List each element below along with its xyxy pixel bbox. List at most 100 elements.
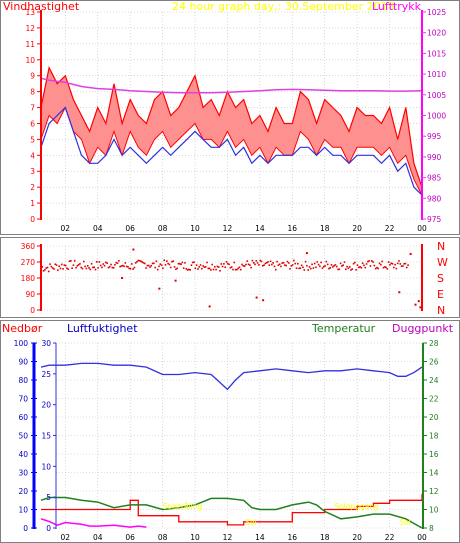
direction-point [133,266,136,269]
direction-point [50,265,53,268]
direction-point [364,266,367,269]
direction-point [172,260,175,262]
wind-tick-label: 4 [30,151,35,160]
direction-point [233,261,236,264]
direction-point [217,266,220,268]
top-x-tick-label: 00 [417,224,427,233]
bottom-x-tick-label: 02 [61,533,71,542]
direction-point [215,268,217,271]
direction-point [54,263,57,266]
direction-point [151,262,154,265]
direction-point [287,262,290,264]
humidity-tick-label: 10 [18,506,28,515]
direction-point [67,268,70,271]
direction-point [119,265,121,268]
direction-point [44,268,46,271]
direction-point [247,263,250,266]
direction-point [71,267,73,269]
direction-point [325,260,328,263]
direction-point [357,266,360,269]
pressure-tick-label: 1000 [427,112,446,121]
direction-point [326,263,329,266]
direction-outlier [419,306,422,309]
rain-tick-label: 25 [41,370,51,379]
direction-point [302,266,304,269]
direction-point [132,268,134,270]
direction-point [276,260,278,263]
direction-point [282,261,285,264]
direction-point [123,265,125,268]
direction-point [107,266,110,269]
direction-point [224,266,226,269]
bottom-x-ticks: 02 04 06 08 10 12 14 16 18 20 22 00 [61,533,427,542]
direction-point [188,268,190,271]
direction-point [62,268,64,270]
direction-point [108,265,111,268]
direction-point [223,263,225,265]
temperature-tick-label: 20 [429,413,439,422]
pressure-tick-label: 1005 [427,91,446,100]
direction-point [230,266,233,268]
top-x-tick-label: 22 [385,224,395,233]
direction-point [147,264,150,267]
direction-point [316,261,319,263]
temperature-tick-label: 8 [429,524,434,533]
direction-point [150,264,153,267]
direction-point [97,267,99,269]
temperature-tick-label: 24 [429,376,439,385]
direction-point [254,263,256,266]
direction-point [181,261,184,264]
direction-point [166,260,168,262]
top-x-tick-label: 08 [158,224,168,233]
direction-point [137,259,140,262]
wind-tick-label: 8 [30,88,35,97]
direction-point [41,266,44,268]
direction-point [112,267,115,269]
direction-point [149,266,151,268]
direction-point [404,262,407,265]
direction-point [153,262,155,265]
direction-point [291,264,294,266]
direction-point [260,260,263,263]
direction-point [59,267,62,270]
direction-point [75,266,77,269]
direction-point [92,266,94,269]
direction-point [385,266,387,269]
direction-point [164,264,167,266]
direction-point [354,261,356,264]
direction-point [370,260,373,262]
direction-point [229,266,232,269]
direction-point [167,262,169,265]
direction-point [203,266,206,269]
rain-tick-label: 5 [46,493,51,502]
direction-outlier [398,291,401,294]
direction-point [246,260,249,262]
direction-point [99,264,102,267]
direction-point [352,262,355,265]
wind-tick-label: 1 [30,199,35,208]
direction-point [89,268,92,271]
temperature-tick-label: 14 [429,469,439,478]
direction-point [363,264,365,267]
direction-point [93,266,95,269]
direction-point [365,263,368,265]
direction-point [160,264,163,267]
direction-point [207,267,210,270]
direction-point [68,260,71,262]
humidity-tick-label: 100 [14,339,29,348]
temperature-tick-label: 16 [429,450,439,459]
direction-outlier [158,287,161,290]
direction-point [360,266,363,269]
direction-point [70,259,72,262]
direction-point [154,266,156,269]
direction-outlier [409,253,412,255]
direction-point [374,267,377,270]
direction-point [79,263,81,265]
direction-point [402,265,404,267]
direction-point [138,259,141,262]
middle-left-ticks: 0 90 180 270 360 [21,242,41,315]
direction-point [369,265,372,267]
direction-point [140,260,142,262]
direction-point [256,262,259,264]
humidity-tick-label: 40 [18,450,28,459]
